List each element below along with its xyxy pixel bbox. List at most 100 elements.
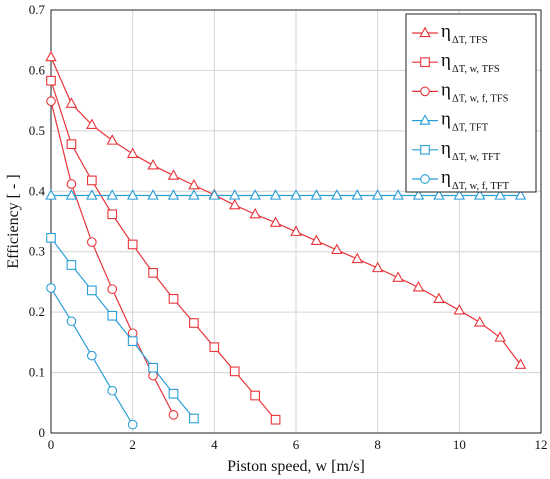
plot-area (50, 9, 542, 434)
legend-entry: η ΔT, w, TFT (412, 138, 501, 163)
data-point-triangle (351, 189, 363, 200)
data-point-triangle (514, 189, 527, 200)
x-tick-label: 2 (129, 437, 136, 452)
y-tick-label: 0 (39, 425, 46, 440)
y-tick-label: 0.1 (29, 365, 45, 380)
legend-label: ΔT, TFT (452, 123, 489, 134)
data-point-triangle (412, 189, 425, 200)
data-point-triangle (249, 189, 261, 200)
data-point-triangle (65, 189, 78, 200)
series-2 (46, 75, 281, 425)
data-point-square (168, 293, 179, 304)
data-point-triangle (494, 189, 506, 200)
legend-symbol: η (441, 138, 451, 159)
data-point-triangle (474, 189, 486, 200)
data-point-triangle (126, 147, 139, 158)
data-point-square (189, 413, 199, 424)
data-point-square (189, 318, 199, 328)
data-point-triangle (412, 281, 425, 292)
series-6 (46, 283, 138, 430)
y-axis-label: Efficiency [ - ] (5, 174, 22, 268)
data-point-circle (107, 284, 118, 295)
legend-marker-circle (420, 174, 430, 184)
y-tick-label: 0.6 (29, 62, 46, 77)
data-point-square (46, 232, 56, 243)
data-point-triangle (106, 134, 118, 145)
x-tick-label: 8 (374, 437, 381, 452)
data-point-triangle (290, 225, 302, 236)
data-point-triangle (371, 189, 384, 200)
data-point-square (86, 285, 97, 296)
legend-symbol: η (441, 50, 451, 71)
legend-label: ΔT, TFS (452, 35, 488, 46)
y-tick-label: 0.2 (29, 304, 45, 319)
data-point-triangle (188, 189, 200, 200)
data-point-circle (127, 419, 138, 430)
data-point-square (107, 310, 118, 321)
data-point-triangle (310, 189, 323, 200)
y-tick-label: 0.3 (29, 244, 45, 259)
data-point-circle (46, 283, 56, 293)
legend-symbol: η (441, 79, 451, 100)
legend-marker-triangle (419, 114, 431, 125)
data-point-square (270, 414, 281, 425)
data-point-triangle (45, 189, 57, 200)
series-line (50, 80, 277, 421)
legend-marker-circle (420, 86, 430, 97)
data-point-triangle (290, 189, 302, 200)
data-point-circle (66, 316, 77, 327)
data-point-triangle (45, 50, 57, 62)
data-point-triangle (65, 97, 78, 108)
data-point-square (229, 366, 240, 377)
data-point-circle (168, 410, 179, 420)
data-point-square (66, 260, 77, 270)
data-point-square (127, 239, 138, 250)
legend-entry: η ΔT, w, f, TFS (412, 79, 509, 104)
data-point-triangle (474, 316, 486, 327)
series-5 (46, 232, 199, 424)
data-point-square (46, 75, 56, 86)
data-point-triangle (167, 189, 180, 200)
x-axis-label: Piston speed, w [m/s] (227, 458, 365, 475)
data-point-triangle (249, 207, 261, 219)
legend-marker-square (420, 57, 430, 68)
data-point-square (148, 362, 158, 373)
x-tick-label: 6 (293, 437, 300, 452)
data-point-circle (107, 385, 118, 396)
data-point-square (168, 388, 179, 399)
data-point-triangle (86, 118, 98, 129)
data-point-triangle (371, 261, 384, 273)
data-point-triangle (106, 189, 118, 200)
data-point-square (127, 336, 138, 346)
data-point-triangle (147, 158, 159, 170)
legend-symbol: η (441, 109, 451, 130)
data-point-triangle (126, 189, 139, 200)
x-tick-label: 4 (211, 437, 218, 452)
x-tick-label: 0 (48, 437, 55, 452)
tick-labels: 0 2 4 6 8 10 12 0 0.1 0.2 0.3 0.4 0.5 0.6 0.7 (29, 2, 548, 452)
data-point-triangle (494, 331, 506, 342)
legend-label: ΔT, w, TFT (452, 152, 501, 163)
series-4 (45, 189, 527, 200)
data-point-triangle (514, 358, 527, 369)
data-point-triangle (453, 303, 466, 315)
legend-marker-triangle (419, 26, 431, 38)
data-point-triangle (392, 189, 404, 200)
data-point-triangle (188, 178, 200, 190)
data-point-circle (46, 96, 56, 107)
legend-box (405, 13, 537, 193)
data-point-triangle (229, 189, 241, 200)
y-tick-label: 0.4 (29, 183, 46, 198)
legend-entry: η ΔT, TFS (412, 21, 488, 46)
data-point-triangle (433, 189, 445, 200)
data-point-triangle (86, 189, 98, 200)
y-tick-label: 0.7 (29, 2, 46, 17)
data-point-triangle (331, 189, 343, 200)
data-point-square (86, 175, 97, 186)
legend-marker-square (420, 144, 430, 155)
data-point-square (107, 209, 118, 220)
data-point-square (209, 342, 220, 353)
y-tick-label: 0.5 (29, 123, 45, 138)
